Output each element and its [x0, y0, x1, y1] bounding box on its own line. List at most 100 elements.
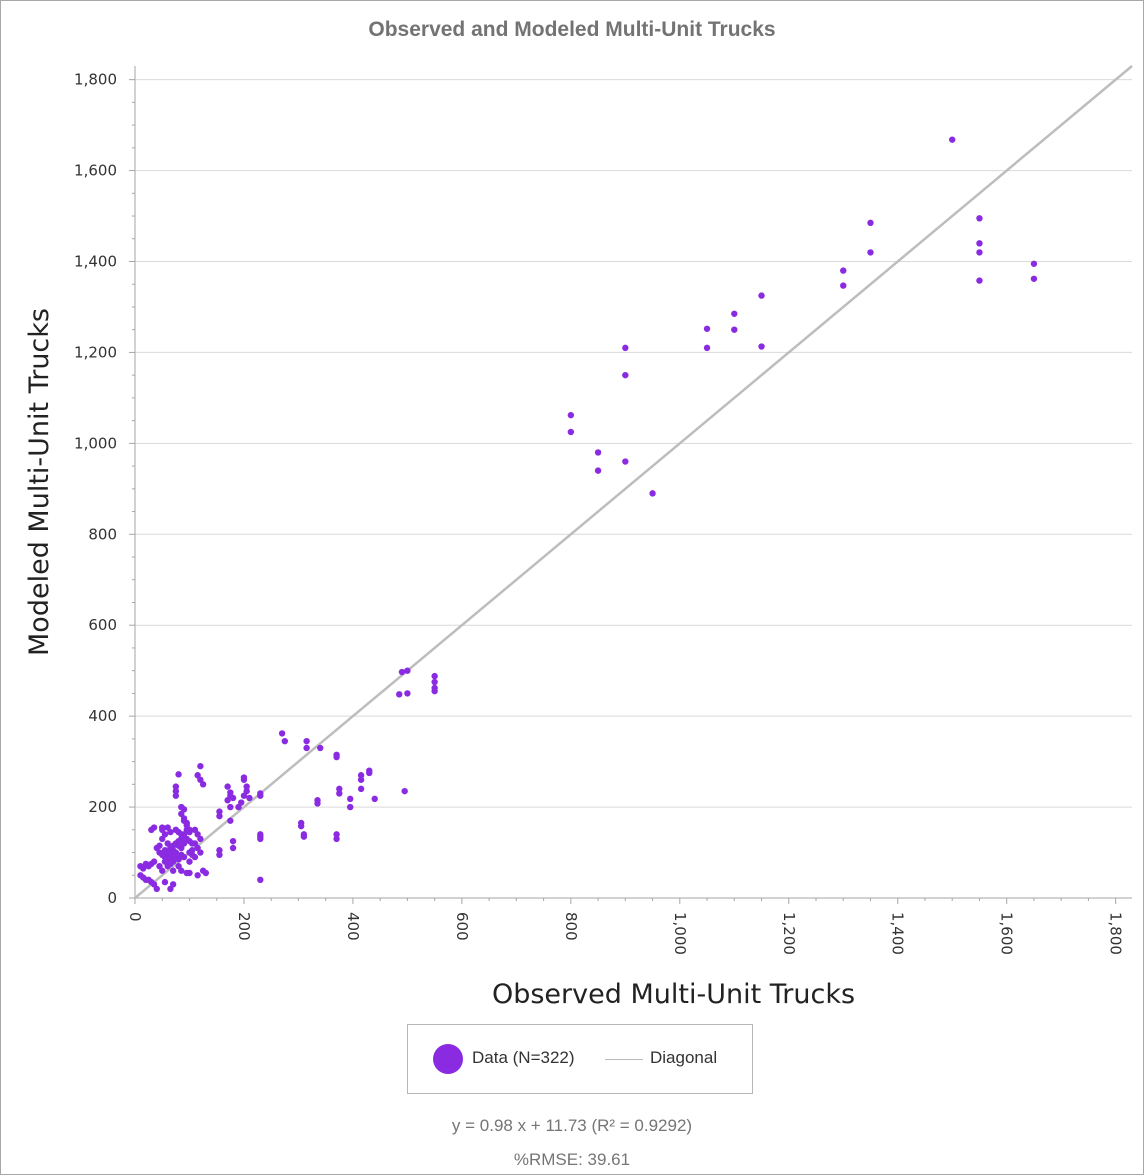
data-point — [153, 885, 160, 893]
data-point — [357, 772, 365, 779]
data-point — [235, 803, 242, 811]
data-point — [404, 690, 411, 697]
data-point — [167, 856, 174, 863]
data-point — [167, 885, 174, 893]
data-point — [240, 776, 248, 783]
x-tick-label: 1,400 — [889, 912, 907, 955]
data-point — [346, 795, 354, 803]
data-point — [594, 449, 602, 456]
data-point — [191, 853, 199, 861]
data-point — [867, 249, 874, 256]
data-point — [216, 847, 223, 854]
data-point — [314, 800, 321, 807]
data-point — [622, 344, 629, 352]
y-tick-label: 600 — [88, 616, 117, 634]
data-point — [1030, 260, 1038, 267]
x-tick-label: 400 — [344, 912, 362, 941]
data-point — [159, 835, 166, 843]
data-point — [758, 292, 765, 299]
regression-equation: y = 0.98 x + 11.73 (R² = 0.9292) — [451, 1116, 693, 1135]
data-point — [366, 769, 373, 777]
data-point — [257, 792, 264, 799]
data-point — [278, 730, 286, 737]
y-tick-label: 200 — [88, 798, 117, 816]
data-point — [224, 783, 231, 790]
data-point — [216, 812, 223, 820]
data-point — [371, 795, 378, 803]
data-point — [622, 371, 629, 379]
y-tick-label: 800 — [88, 525, 117, 543]
data-point — [186, 828, 193, 836]
data-point — [197, 849, 204, 856]
data-point — [172, 849, 180, 856]
data-point — [161, 878, 169, 886]
data-point — [159, 867, 166, 874]
data-point — [183, 869, 190, 877]
data-point — [303, 744, 310, 752]
data-point — [227, 803, 234, 811]
data-point — [396, 691, 403, 698]
x-tick-label: 1,000 — [671, 912, 689, 955]
data-point — [731, 310, 738, 317]
data-point — [594, 467, 602, 474]
data-point — [758, 343, 765, 350]
data-point — [240, 792, 248, 799]
data-point — [172, 787, 180, 795]
data-point — [189, 840, 196, 847]
x-tick-label: 1,600 — [998, 912, 1016, 955]
rmse-value: %RMSE: 39.61 — [513, 1150, 631, 1169]
data-point — [229, 837, 237, 845]
data-point — [156, 842, 163, 849]
data-point — [167, 828, 174, 836]
x-tick-label: 1,800 — [1107, 912, 1125, 955]
x-tick-label: 1,200 — [780, 912, 798, 955]
data-point — [840, 282, 847, 289]
data-point — [164, 840, 171, 847]
data-point — [357, 785, 365, 793]
data-point — [175, 862, 182, 870]
legend-data-label: Data (N=322) — [472, 1048, 575, 1067]
data-point — [976, 249, 983, 256]
legend-diagonal-label: Diagonal — [650, 1048, 718, 1067]
data-point — [216, 851, 223, 859]
legend: Data (N=322) Diagonal — [407, 1024, 753, 1094]
y-tick-label: 1,000 — [74, 434, 117, 452]
data-point — [178, 844, 185, 852]
data-point — [404, 667, 411, 674]
data-point — [216, 808, 223, 815]
data-point — [867, 219, 874, 227]
data-point — [229, 794, 237, 802]
data-point — [224, 797, 231, 804]
data-point — [567, 428, 575, 436]
data-point — [257, 835, 264, 843]
data-point — [303, 737, 310, 745]
scatter-plot: 0 200 400 600 800 1,000 1,200 1,400 1,600 1,800 0 2… — [24, 65, 1133, 1010]
x-axis-title: Observed Multi-Unit Trucks — [492, 979, 855, 1010]
data-point — [567, 411, 575, 419]
y-tick-label: 1,400 — [74, 252, 117, 270]
y-tick-label: 400 — [88, 707, 117, 725]
data-point — [281, 737, 289, 745]
data-point — [297, 822, 305, 830]
x-tick-label: 0 — [126, 912, 144, 922]
data-point — [431, 687, 438, 695]
data-point — [431, 672, 438, 680]
data-point — [357, 776, 365, 783]
data-point — [398, 668, 406, 676]
x-tick-label: 200 — [235, 912, 253, 941]
data-point — [194, 872, 201, 879]
data-point — [227, 817, 234, 824]
chart-title: Observed and Modeled Multi-Unit Trucks — [368, 18, 776, 41]
data-point — [137, 862, 144, 870]
data-point — [731, 326, 738, 333]
data-point — [401, 787, 408, 795]
data-point — [197, 835, 204, 843]
data-point — [840, 267, 847, 274]
data-point — [169, 867, 177, 874]
data-point — [622, 458, 629, 465]
data-point — [976, 215, 983, 222]
data-point — [949, 136, 956, 143]
data-point — [197, 762, 204, 770]
data-point — [199, 781, 207, 788]
